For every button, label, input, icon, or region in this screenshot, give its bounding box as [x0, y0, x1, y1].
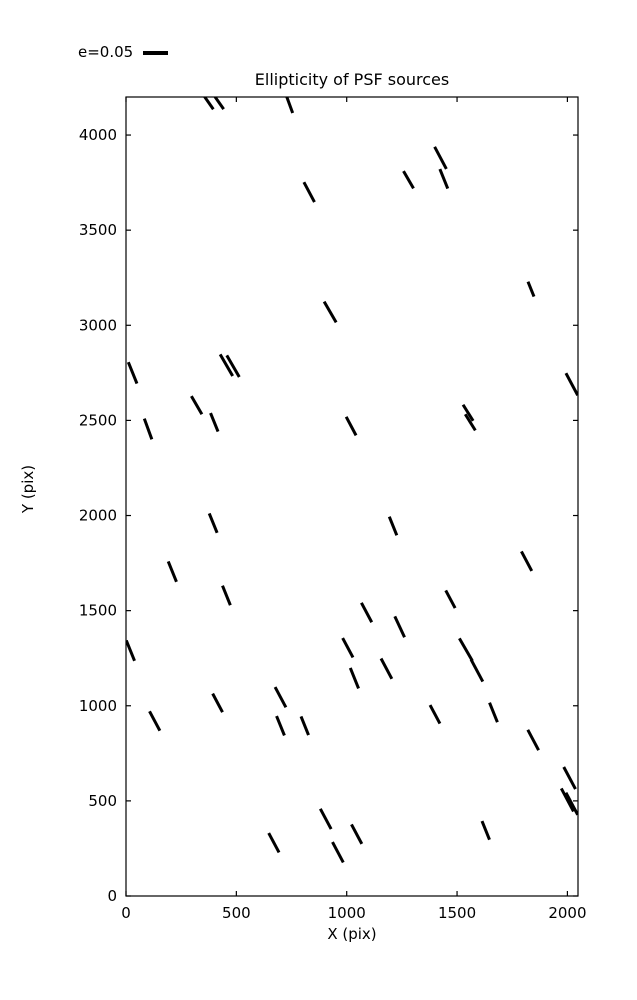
whisker-mark [299, 715, 310, 736]
whisker-mark [142, 418, 154, 440]
y-axis-ticks: 0 500 1000 1500 2000 2500 3000 3500 4000 [79, 126, 578, 905]
whisker-mark [520, 550, 534, 572]
whisker-mark [331, 841, 345, 864]
whisker-mark [322, 300, 338, 324]
x-tick-label: 0 [121, 904, 131, 922]
whisker-mark [559, 787, 575, 813]
page-title: Ellipticity of PSF sources [254, 70, 450, 89]
y-tick-label: 500 [88, 792, 117, 810]
whisker-mark [393, 615, 406, 638]
y-tick-label: 3500 [79, 221, 117, 239]
legend: e=0.05 [78, 43, 169, 61]
whisker-mark [190, 395, 204, 416]
axes-frame [125, 96, 579, 897]
x-axis-ticks: 0 500 1000 1500 2000 [121, 97, 587, 922]
whisker-mark [564, 791, 578, 816]
whisker-mark [461, 403, 475, 422]
whisker-mark [562, 766, 577, 790]
x-tick-label: 500 [222, 904, 251, 922]
whisker-mark [469, 658, 485, 683]
x-tick-label: 1000 [328, 904, 366, 922]
whisker-mark [480, 820, 491, 841]
y-tick-label: 0 [107, 887, 117, 905]
y-axis-label: Y (pix) [19, 464, 37, 514]
whisker-series [126, 97, 578, 864]
whisker-mark [341, 637, 355, 659]
whisker-mark [225, 354, 241, 378]
whisker-mark [302, 181, 316, 203]
x-tick-label: 2000 [548, 904, 586, 922]
whisker-mark [360, 602, 374, 623]
whisker-mark [526, 281, 536, 298]
whisker-mark [273, 686, 288, 709]
x-tick-label: 1500 [438, 904, 476, 922]
whisker-mark [319, 808, 333, 830]
whisker-mark [348, 667, 360, 689]
y-tick-label: 2500 [79, 411, 117, 429]
whisker-mark [433, 146, 448, 170]
whisker-mark [438, 168, 450, 190]
whisker-mark [126, 361, 139, 385]
whisker-mark [213, 97, 225, 111]
whisker-mark [402, 170, 415, 190]
whisker-mark [444, 589, 457, 609]
whisker-mark [221, 585, 232, 606]
whisker-mark [285, 97, 295, 114]
y-tick-label: 1000 [79, 697, 117, 715]
whisker-mark [148, 710, 162, 732]
whisker-mark [209, 412, 220, 433]
whisker-mark [379, 657, 394, 680]
whisker-mark [275, 715, 286, 737]
whisker-mark [387, 516, 399, 536]
whisker-mark [166, 560, 178, 583]
whisker-mark [458, 637, 474, 662]
y-tick-label: 4000 [79, 126, 117, 144]
y-tick-label: 1500 [79, 602, 117, 620]
whisker-mark [526, 729, 540, 751]
whisker-mark [211, 692, 224, 713]
whisker-mark [207, 512, 219, 534]
whisker-mark [428, 704, 442, 725]
whisker-mark [202, 97, 215, 111]
x-axis-label: X (pix) [327, 925, 377, 943]
y-tick-label: 3000 [79, 316, 117, 334]
legend-label: e=0.05 [78, 43, 134, 61]
whisker-mark [267, 832, 281, 854]
y-tick-label: 2000 [79, 507, 117, 525]
whisker-mark [564, 372, 578, 397]
whisker-mark [344, 416, 358, 437]
whisker-mark [350, 823, 364, 845]
reference-whisker-bar-icon [143, 50, 169, 55]
whisker-mark [488, 702, 499, 723]
whisker-mark [218, 353, 234, 377]
whisker-mark [126, 639, 136, 662]
whisker-mark [463, 413, 477, 432]
